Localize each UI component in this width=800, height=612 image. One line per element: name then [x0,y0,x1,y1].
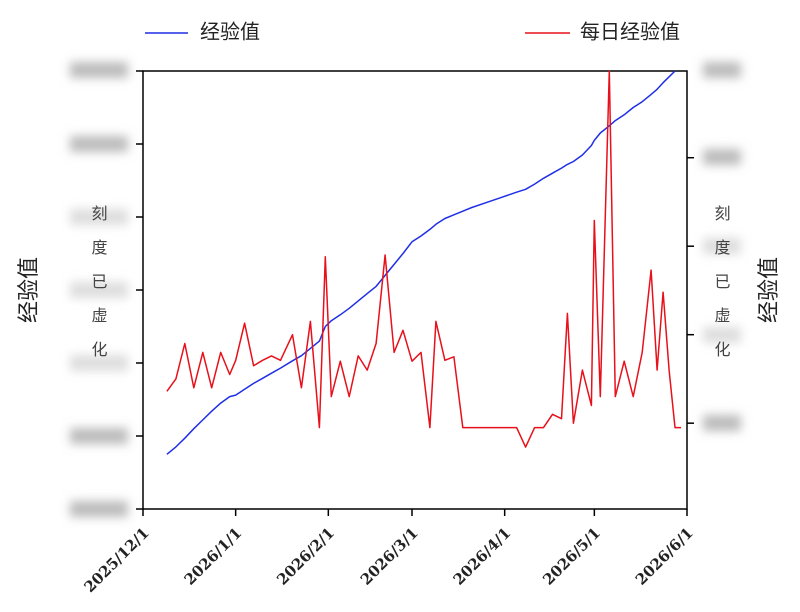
x-tick-label: 2026/3/1 [357,524,422,589]
x-tick-label: 2026/1/1 [181,524,246,589]
blurred-tick-labels [70,62,741,517]
y-axis-title: 经验值 [17,257,42,323]
legend-label: 每日经验值 [580,20,680,44]
x-tick-label: 2026/5/1 [539,524,604,589]
x-tick-label: 2026/6/1 [632,524,697,589]
series-line [166,70,681,448]
legend-label: 经验值 [200,20,260,44]
series-line [166,70,676,455]
x-tick-label: 2026/4/1 [450,524,515,589]
plot-frame [142,70,688,510]
blur-note: 刻度已虚化 [89,205,108,375]
blur-note: 刻度已虚化 [712,205,731,375]
x-tick-label: 2025/12/1 [81,524,153,596]
x-tick-label: 2026/2/1 [273,524,338,589]
y2-axis-title: 经验值 [757,257,782,323]
